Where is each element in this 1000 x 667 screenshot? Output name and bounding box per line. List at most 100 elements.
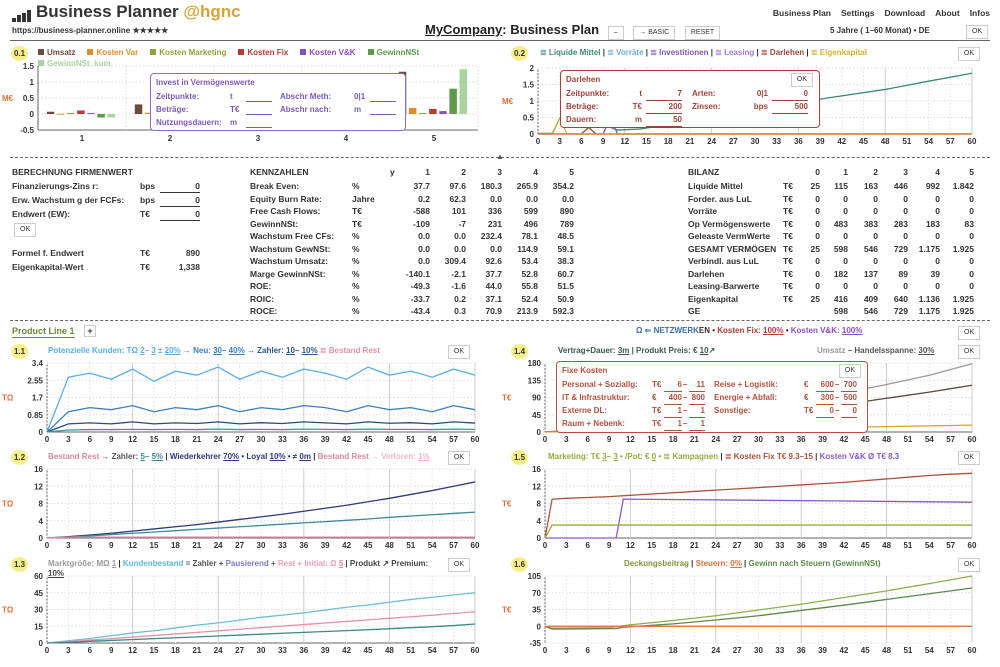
- row-value: 70.9: [485, 306, 502, 316]
- field-input[interactable]: 500: [772, 101, 808, 114]
- collapse-arrow-icon[interactable]: ▲: [496, 152, 504, 161]
- field-input[interactable]: [246, 91, 272, 102]
- finanzierungs-zins-input[interactable]: 0: [160, 180, 200, 193]
- title-input[interactable]: 10: [286, 346, 295, 355]
- title-input[interactable]: 30%: [918, 346, 935, 355]
- from-input[interactable]: 1: [664, 418, 682, 431]
- title-input[interactable]: 10%: [269, 452, 286, 461]
- nav-infos[interactable]: Infos: [969, 8, 990, 18]
- title-input[interactable]: 0m: [299, 452, 311, 461]
- company-name[interactable]: MyCompany: [425, 22, 503, 37]
- row-value: 0: [969, 256, 974, 266]
- field-input[interactable]: 50: [646, 114, 682, 127]
- legend-item[interactable]: GewinnNSt_kum: [38, 59, 111, 69]
- from-input[interactable]: 0: [816, 405, 834, 418]
- x-tick-label: 24: [711, 541, 720, 550]
- legend-label: Kosten Fix: [247, 48, 289, 57]
- add-product-line-button[interactable]: +: [84, 325, 96, 337]
- x-tick-label: 15: [647, 541, 656, 550]
- legend-item[interactable]: Kosten Fix: [238, 48, 288, 58]
- row-value: 0: [843, 281, 848, 291]
- title-input[interactable]: 10: [699, 346, 709, 355]
- title-input[interactable]: 30: [213, 346, 222, 355]
- ok-button[interactable]: OK: [957, 345, 980, 359]
- field-input[interactable]: [370, 91, 396, 102]
- title-input[interactable]: 3m: [617, 346, 630, 355]
- title-input[interactable]: 0%: [730, 559, 742, 568]
- network-ok-button[interactable]: OK: [958, 326, 981, 340]
- collapse-button[interactable]: –: [607, 26, 624, 40]
- period-selector[interactable]: 5 Jahre ( 1–60 Monat) • DE: [830, 26, 930, 35]
- from-input[interactable]: 400: [664, 392, 682, 405]
- title-input[interactable]: 20%: [164, 346, 181, 355]
- title-input[interactable]: 100%: [763, 326, 784, 335]
- legend-item[interactable]: Kosten Marketing: [150, 48, 226, 58]
- field-input[interactable]: 7: [646, 88, 682, 101]
- popup-ok-button[interactable]: OK: [838, 364, 861, 378]
- to-input[interactable]: 700: [841, 379, 857, 392]
- title-input[interactable]: 3: [151, 346, 156, 355]
- site-url[interactable]: https://business-planner.online ★★★★★: [12, 26, 169, 35]
- nav-download[interactable]: Download: [884, 8, 926, 18]
- nav-about[interactable]: About: [935, 8, 960, 18]
- ok-button[interactable]: OK: [447, 451, 470, 465]
- to-input[interactable]: 500: [841, 392, 857, 405]
- title-segment: ≣ Investitionen: [650, 48, 709, 57]
- field-input[interactable]: 0: [772, 88, 808, 101]
- field-input[interactable]: 200: [646, 101, 682, 114]
- table-row: GESAMT VERMÖGEN T€ 25 598 546 729 1.175 1.925: [688, 243, 978, 255]
- nav-settings[interactable]: Settings: [841, 8, 875, 18]
- field-input[interactable]: [370, 104, 396, 115]
- legend-item[interactable]: GewinnNSt: [367, 48, 419, 58]
- title-input[interactable]: 1%: [418, 452, 430, 461]
- x-tick-label: 51: [902, 137, 911, 146]
- x-tick-label: 36: [299, 541, 308, 550]
- ok-button[interactable]: OK: [447, 345, 470, 359]
- tab-product-line-1[interactable]: Product Line 1: [12, 326, 75, 338]
- to-input[interactable]: 1: [689, 405, 705, 418]
- ok-button[interactable]: OK: [957, 558, 980, 572]
- from-input[interactable]: 300: [816, 392, 834, 405]
- period-ok-button[interactable]: OK: [966, 25, 989, 39]
- title-input[interactable]: 5: [140, 452, 145, 461]
- from-input[interactable]: 600: [816, 379, 834, 392]
- wachstum-g-input[interactable]: 0: [160, 194, 200, 207]
- title-input[interactable]: 3: [613, 452, 618, 461]
- legend-item[interactable]: Umsatz: [38, 48, 75, 58]
- reset-button[interactable]: RESET: [684, 26, 721, 40]
- title-input[interactable]: 100%: [841, 326, 863, 335]
- ok-button[interactable]: OK: [447, 558, 470, 572]
- field-input[interactable]: [246, 117, 272, 128]
- to-input[interactable]: 800: [689, 392, 705, 405]
- legend-item[interactable]: Kosten V&K: [300, 48, 356, 58]
- popup-ok-button[interactable]: OK: [790, 73, 813, 87]
- title-input[interactable]: 0: [651, 452, 657, 461]
- endwert-input[interactable]: 0: [160, 208, 200, 221]
- ok-button[interactable]: OK: [957, 451, 980, 465]
- title-input[interactable]: 5: [338, 559, 344, 568]
- legend-item[interactable]: Kosten Var: [87, 48, 138, 58]
- title-segment: Umsatz: [817, 346, 846, 355]
- title-input[interactable]: 40%: [228, 346, 245, 355]
- title-input[interactable]: 1: [111, 559, 117, 568]
- firmenwert-ok-button[interactable]: OK: [14, 223, 37, 237]
- basic-mode-button[interactable]: → BASIC: [633, 26, 676, 40]
- title-input[interactable]: 2: [140, 346, 145, 355]
- to-input[interactable]: 0: [841, 405, 857, 418]
- row-label: ROE:: [250, 281, 272, 291]
- to-input[interactable]: 1: [689, 418, 705, 431]
- title-input[interactable]: 70%: [223, 452, 240, 461]
- title-input[interactable]: 10%: [301, 346, 318, 355]
- legend-swatch-icon: [38, 49, 44, 55]
- ok-button[interactable]: OK: [957, 47, 980, 61]
- field-input[interactable]: [246, 104, 272, 115]
- to-input[interactable]: 11: [689, 379, 705, 392]
- nav-business-plan[interactable]: Business Plan: [772, 8, 831, 18]
- title-input[interactable]: 10%: [48, 569, 65, 578]
- bar-kosten-fix: [429, 108, 437, 114]
- from-input[interactable]: 1: [664, 405, 682, 418]
- from-input[interactable]: 6: [664, 379, 682, 392]
- title-input[interactable]: 3: [602, 452, 607, 461]
- title-input[interactable]: 5%: [151, 452, 164, 461]
- row-value: 213.9: [516, 306, 538, 316]
